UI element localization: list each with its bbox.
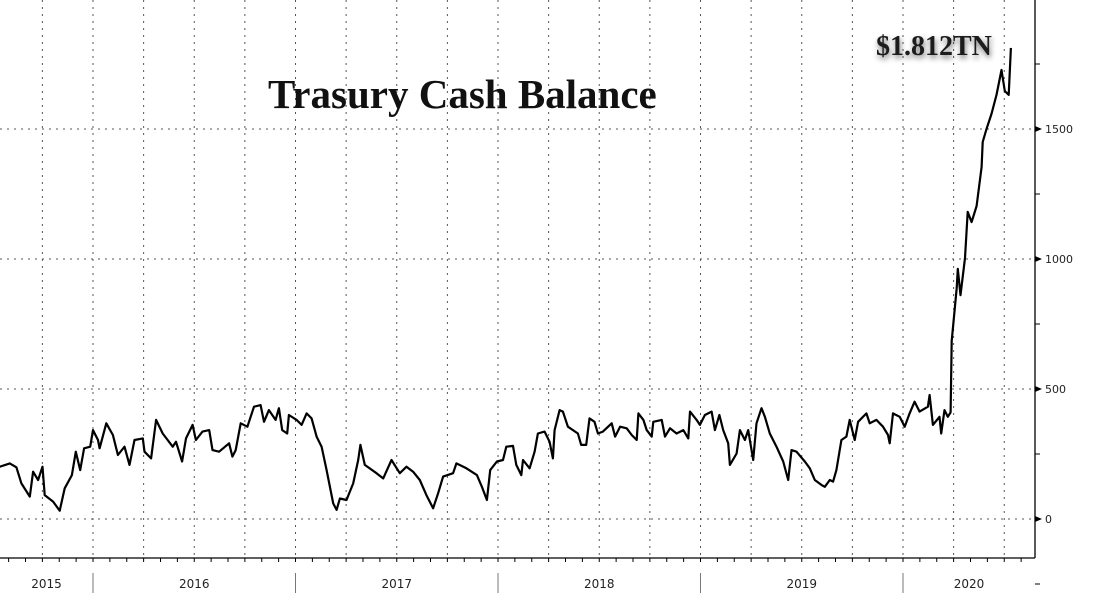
- x-year-label: 2020: [954, 577, 985, 591]
- y-tick-marker: [1035, 126, 1042, 132]
- series-line: [0, 47, 1012, 512]
- x-year-label: 2016: [179, 577, 210, 591]
- x-year-label: 2019: [786, 577, 817, 591]
- chart-title: Trasury Cash Balance: [268, 71, 657, 117]
- y-tick-label: 0: [1045, 513, 1052, 526]
- y-tick-marker: [1035, 516, 1042, 522]
- y-tick-label: 500: [1045, 383, 1066, 396]
- y-tick-marker: [1035, 256, 1042, 262]
- y-tick-label: 1500: [1045, 123, 1073, 136]
- y-tick-marker: [1035, 386, 1042, 392]
- x-year-label: 2015: [31, 577, 62, 591]
- grid: [0, 0, 1035, 558]
- x-year-label: 2017: [381, 577, 412, 591]
- x-year-label: 2018: [584, 577, 615, 591]
- axes: 0 500 1000 1500 2015 2016 2017 2018 2019 2020: [0, 0, 1073, 593]
- y-tick-label: 1000: [1045, 253, 1073, 266]
- last-value-annotation: $1.812TN: [876, 31, 992, 62]
